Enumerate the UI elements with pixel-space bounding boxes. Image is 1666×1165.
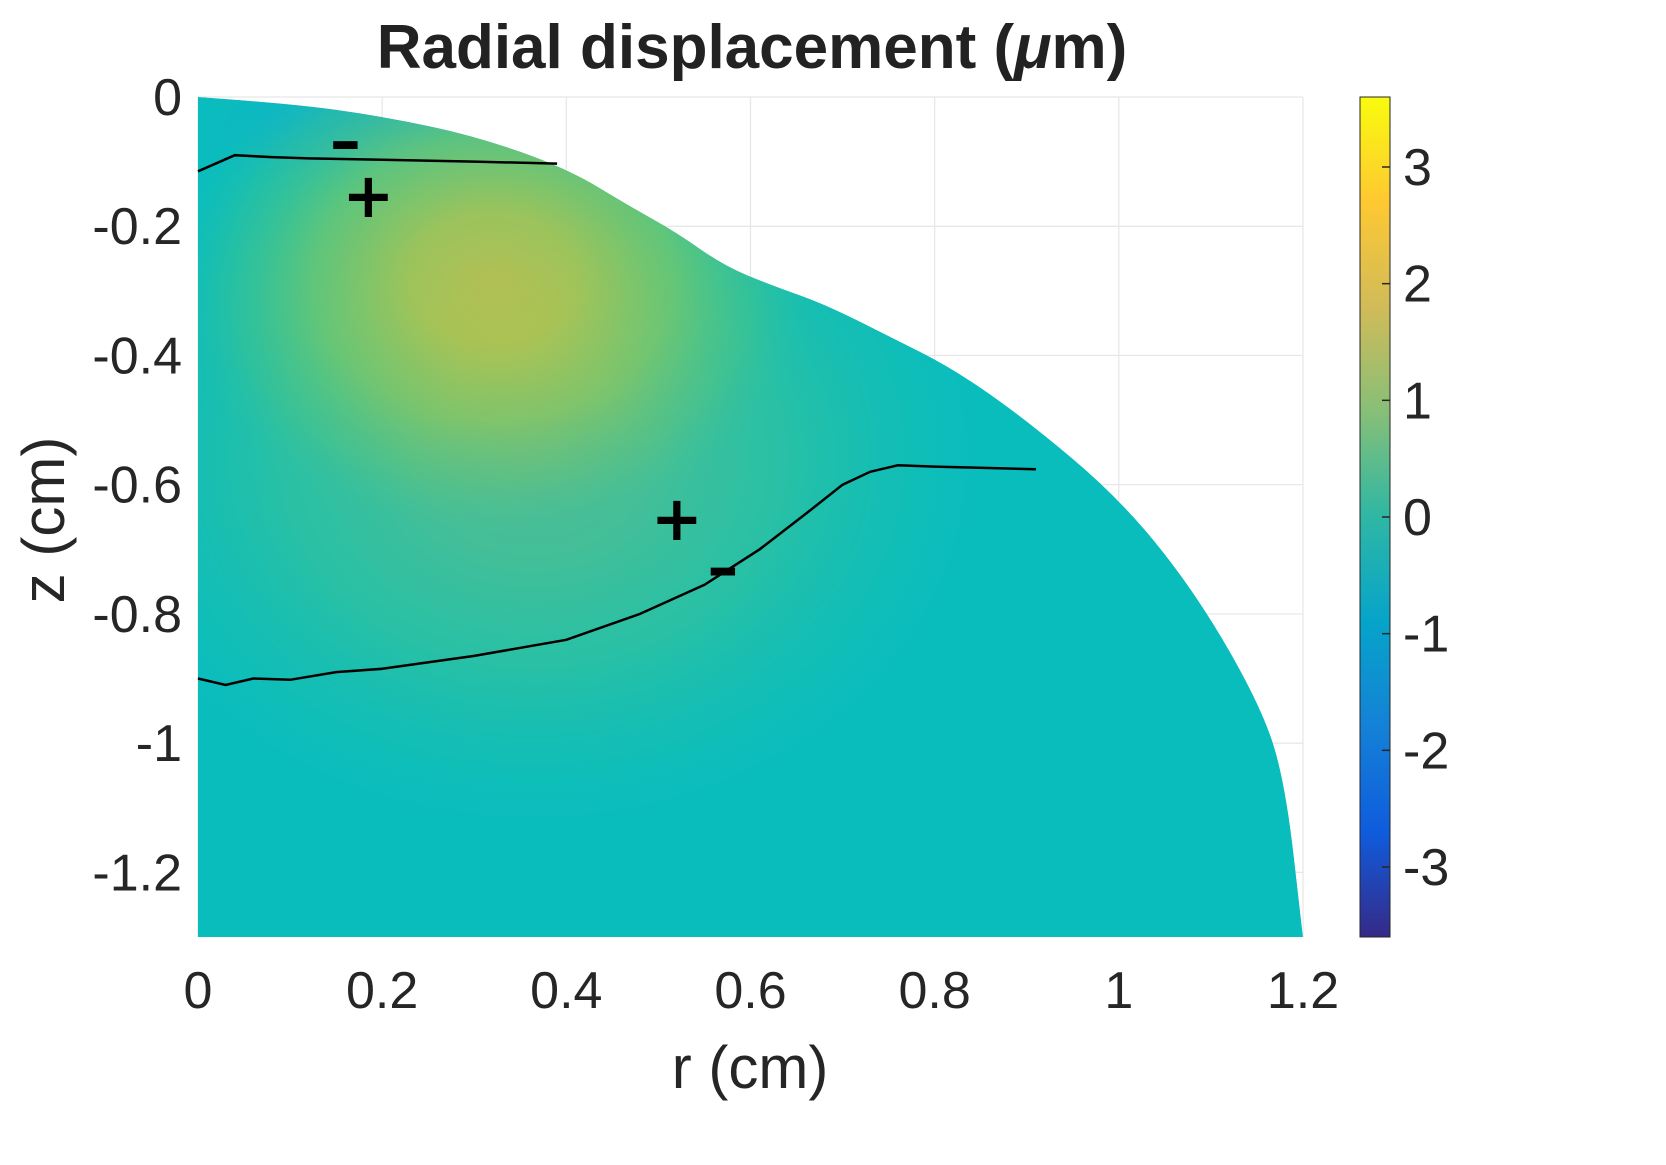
mid-displacement-region <box>198 97 993 838</box>
x-tick-label-0: 0 <box>184 962 213 1020</box>
sign-annotation-2: + <box>651 482 703 555</box>
x-axis-label: r (cm) <box>672 1034 829 1101</box>
x-tick-label-2: 0.4 <box>530 962 602 1020</box>
colorbar-tick-label-3: 0 <box>1403 489 1432 547</box>
y-tick-label-1: -0.2 <box>92 198 182 256</box>
colorbar-tick-label-4: -1 <box>1403 606 1449 664</box>
sign-annotations: –++– <box>330 104 739 603</box>
y-tick-label-0: 0 <box>153 69 182 127</box>
y-axis-label: z (cm) <box>10 437 77 604</box>
y-tick-label-4: -0.8 <box>92 586 182 644</box>
x-tick-label-4: 0.8 <box>899 962 971 1020</box>
y-tick-labels: 0 -0.2 -0.4 -0.6 -0.8 -1 -1.2 <box>92 69 182 902</box>
colorbar-ticks: 3 2 1 0 -1 -2 -3 <box>1382 139 1449 897</box>
zero-contour-0 <box>197 153 558 173</box>
colorbar-tick-label-2: 1 <box>1403 372 1432 430</box>
y-tick-label-5: -1 <box>136 715 182 773</box>
sign-annotation-3: – <box>707 531 738 604</box>
x-tick-label-5: 1 <box>1104 962 1133 1020</box>
colorbar-tick-label-0: 3 <box>1403 139 1432 197</box>
zero-contour-1 <box>197 464 1037 687</box>
colorbar-tick-label-5: -2 <box>1403 722 1449 780</box>
x-tick-label-3: 0.6 <box>714 962 786 1020</box>
y-tick-label-2: -0.4 <box>92 327 182 385</box>
chart-title: Radial displacement (μm) <box>377 13 1128 82</box>
y-tick-label-6: -1.2 <box>92 844 182 902</box>
x-tick-label-1: 0.2 <box>346 962 418 1020</box>
x-tick-label-6: 1.2 <box>1267 962 1339 1020</box>
sign-annotation-0: – <box>330 104 361 177</box>
x-tick-labels: 0 0.2 0.4 0.6 0.8 1 1.2 <box>184 962 1340 1020</box>
y-tick-label-3: -0.6 <box>92 457 182 515</box>
zero-contours <box>197 153 1037 687</box>
colorbar-tick-label-1: 2 <box>1403 256 1432 314</box>
sign-annotation-1: + <box>342 159 394 232</box>
colorbar-tick-label-6: -3 <box>1403 839 1449 897</box>
